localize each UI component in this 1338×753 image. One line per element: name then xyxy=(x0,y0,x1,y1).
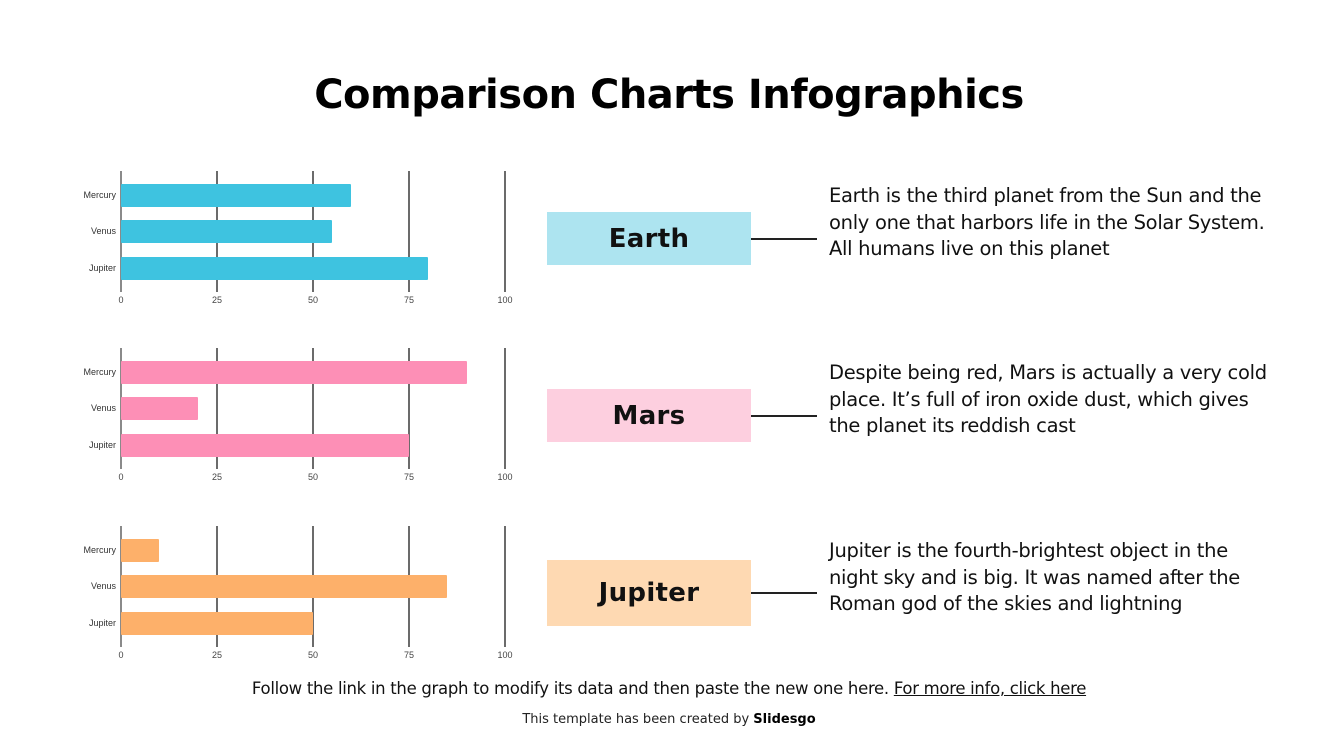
x-tick-label: 0 xyxy=(118,472,124,482)
y-axis-line xyxy=(120,348,122,469)
x-tick-label: 0 xyxy=(118,295,124,305)
x-tick-label: 100 xyxy=(497,650,513,660)
category-label: Venus xyxy=(90,403,116,413)
x-tick-label: 50 xyxy=(307,295,319,305)
credit-text: This template has been created by xyxy=(522,712,754,727)
bar-chart[interactable]: 0 25 50 75 100 Mercury Venus Jupiter xyxy=(60,171,530,321)
x-tick-label: 100 xyxy=(497,295,513,305)
gridline xyxy=(504,171,506,292)
bar-mercury[interactable] xyxy=(121,361,467,384)
planet-description: Despite being red, Mars is actually a ve… xyxy=(829,361,1267,437)
gridline xyxy=(408,348,410,469)
x-tick-label: 25 xyxy=(211,472,223,482)
bar-mercury[interactable] xyxy=(121,184,352,207)
category-label: Mercury xyxy=(83,367,116,377)
bar-jupiter[interactable] xyxy=(121,434,409,457)
planet-label-box: Earth xyxy=(547,212,751,265)
y-axis-line xyxy=(120,171,122,292)
gridline xyxy=(504,348,506,469)
planet-label-box: Mars xyxy=(547,389,751,442)
x-tick-label: 25 xyxy=(211,650,223,660)
category-label: Jupiter xyxy=(88,263,116,273)
category-label: Mercury xyxy=(83,545,116,555)
page-title: Comparison Charts Infographics xyxy=(314,72,1024,118)
credit: This template has been created by Slides… xyxy=(0,712,1338,727)
x-tick-label: 50 xyxy=(307,472,319,482)
bar-chart[interactable]: 0 25 50 75 100 Mercury Venus Jupiter xyxy=(60,348,530,498)
x-tick-label: 75 xyxy=(403,295,415,305)
bar-jupiter[interactable] xyxy=(121,612,313,635)
gridline xyxy=(312,348,314,469)
x-tick-label: 100 xyxy=(497,472,513,482)
planet-description: Earth is the third planet from the Sun a… xyxy=(829,184,1265,260)
bar-mercury[interactable] xyxy=(121,539,160,562)
credit-brand: Slidesgo xyxy=(753,712,816,727)
x-tick-label: 75 xyxy=(403,650,415,660)
planet-description: Jupiter is the fourth-brightest object i… xyxy=(829,539,1240,615)
gridline xyxy=(408,171,410,292)
more-info-link[interactable]: For more info, click here xyxy=(893,679,1087,698)
comparison-row-0: 0 25 50 75 100 Mercury Venus Jupiter Earth Earth … xyxy=(0,171,1338,321)
comparison-row-1: 0 25 50 75 100 Mercury Venus Jupiter Mars Despite… xyxy=(0,348,1338,498)
gridline xyxy=(504,526,506,647)
category-label: Mercury xyxy=(83,190,116,200)
gridline xyxy=(216,348,218,469)
category-label: Venus xyxy=(90,226,116,236)
category-label: Venus xyxy=(90,581,116,591)
bar-venus[interactable] xyxy=(121,397,198,420)
bar-venus[interactable] xyxy=(121,575,448,598)
x-tick-label: 75 xyxy=(403,472,415,482)
footer-note-text: Follow the link in the graph to modify i… xyxy=(251,679,894,698)
y-axis-line xyxy=(120,526,122,647)
bar-chart[interactable]: 0 25 50 75 100 Mercury Venus Jupiter xyxy=(60,526,530,676)
category-label: Jupiter xyxy=(88,440,116,450)
connector-line xyxy=(751,592,817,594)
x-tick-label: 25 xyxy=(211,295,223,305)
connector-line xyxy=(751,237,817,240)
planet-label-box: Jupiter xyxy=(547,560,751,626)
bar-venus[interactable] xyxy=(121,220,333,243)
bar-jupiter[interactable] xyxy=(121,257,429,280)
footer-note: Follow the link in the graph to modify i… xyxy=(0,679,1338,698)
x-tick-label: 0 xyxy=(118,650,124,660)
category-label: Jupiter xyxy=(88,618,116,628)
comparison-row-2: 0 25 50 75 100 Mercury Venus Jupiter Jupiter Jupi… xyxy=(0,526,1338,676)
connector-line xyxy=(751,414,817,417)
x-tick-label: 50 xyxy=(307,650,319,660)
